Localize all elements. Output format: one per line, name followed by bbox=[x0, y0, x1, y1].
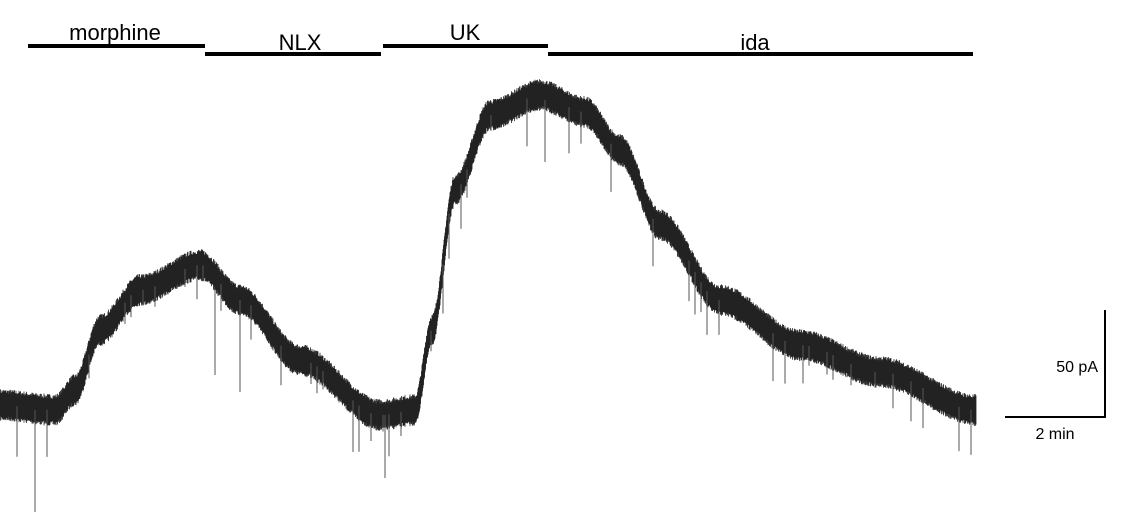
drug-label: UK bbox=[450, 20, 481, 45]
drug-label: morphine bbox=[69, 20, 161, 45]
trace-band bbox=[0, 79, 977, 431]
scale-time: 2 min bbox=[1035, 426, 1074, 443]
drug-label: NLX bbox=[279, 30, 322, 55]
drug-label: ida bbox=[740, 30, 770, 55]
current-trace bbox=[0, 79, 977, 512]
trace-spikes bbox=[16, 98, 972, 512]
scale-current: 50 pA bbox=[1056, 359, 1098, 376]
